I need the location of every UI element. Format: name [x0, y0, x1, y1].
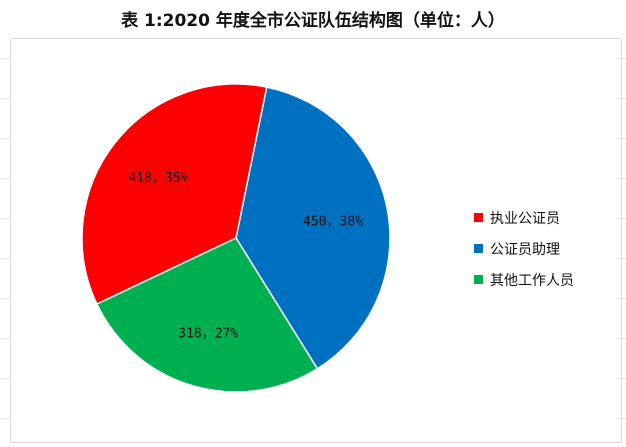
legend-item-other-staff: 其他工作人员 — [474, 264, 574, 295]
legend-swatch-practicing-notary — [474, 213, 483, 222]
legend-label-other-staff: 其他工作人员 — [490, 272, 574, 289]
gridline-ticks-right — [616, 38, 626, 443]
slice-other-staff — [95, 237, 319, 393]
chart-title: 表 1:2020 年度全市公证队伍结构图（单位：人） — [121, 11, 505, 31]
legend-label-notary-assistant: 公证员助理 — [490, 241, 560, 258]
legend-swatch-other-staff — [474, 275, 483, 284]
gridline-ticks-left — [0, 38, 10, 443]
legend-item-notary-assistant: 公证员助理 — [474, 233, 574, 264]
legend: 执业公证员 公证员助理 其他工作人员 — [474, 202, 574, 295]
data-label-practicing-notary: 418，35% — [128, 171, 188, 186]
legend-swatch-notary-assistant — [474, 244, 483, 253]
legend-item-practicing-notary: 执业公证员 — [474, 202, 574, 233]
slice-notary-assistant — [235, 86, 391, 370]
data-label-notary-assistant: 450，38% — [303, 215, 363, 230]
data-label-other-staff: 318，27% — [178, 327, 238, 342]
slice-practicing-notary — [81, 83, 268, 306]
legend-label-practicing-notary: 执业公证员 — [490, 210, 560, 227]
